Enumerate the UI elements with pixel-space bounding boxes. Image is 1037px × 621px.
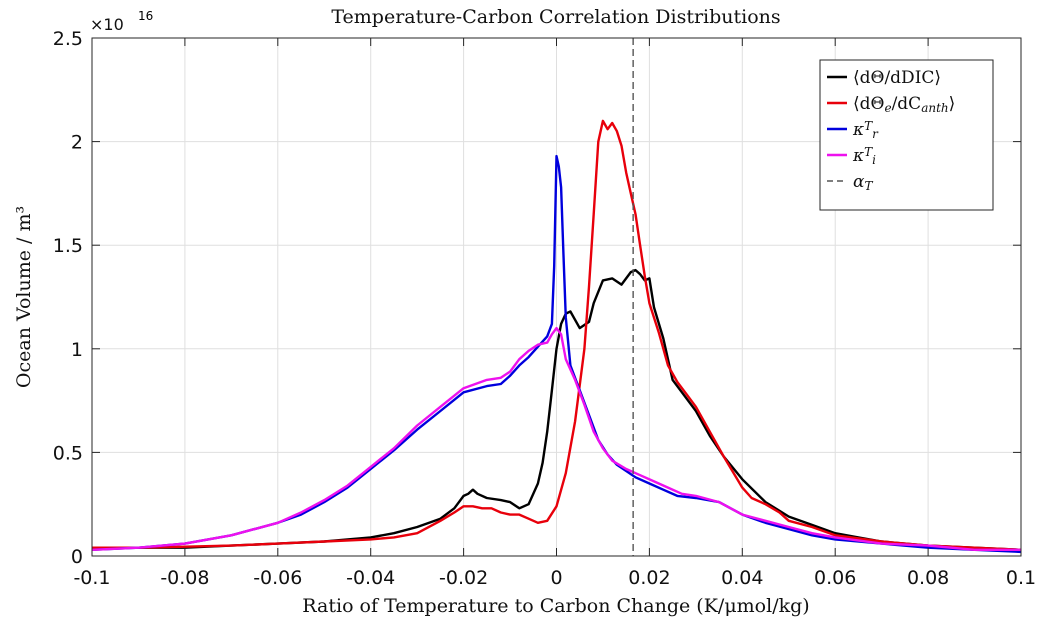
chart-title: Temperature-Carbon Correlation Distribut… <box>331 6 780 28</box>
legend-label-4: αT <box>853 172 873 193</box>
y-axis-multiplier: ×10 16 <box>90 9 153 34</box>
y-multiplier-base: ×10 <box>90 15 124 34</box>
x-tick-label: 0.08 <box>907 567 949 589</box>
x-axis-label: Ratio of Temperature to Carbon Change (K… <box>302 595 809 617</box>
series-line-1 <box>92 119 1022 551</box>
y-tick-label: 2 <box>71 132 83 154</box>
x-tick-label: -0.02 <box>439 567 488 589</box>
axes: -0.1 -0.08 -0.06 -0.04 -0.02 0 0.02 0.04 0.06 0.0… <box>53 28 1036 589</box>
x-tick-label: -0.08 <box>160 567 209 589</box>
y-axis-label: Ocean Volume / m³ <box>13 206 35 388</box>
series-line-3 <box>91 326 1021 551</box>
x-tick-label: 0.1 <box>1006 567 1036 589</box>
x-tick-label: 0 <box>550 567 562 589</box>
series-line-0 <box>92 268 1022 551</box>
y-tick-label: 0.5 <box>53 442 83 464</box>
x-tick-label: -0.06 <box>253 567 302 589</box>
y-tick-label: 1 <box>71 339 83 361</box>
y-multiplier-exponent: 16 <box>138 9 153 23</box>
y-tick-label: 0 <box>71 546 83 568</box>
series-lines <box>91 38 1022 556</box>
legend-box <box>819 59 994 211</box>
y-tick-label: 1.5 <box>53 235 83 257</box>
axes-box <box>91 37 1022 557</box>
x-tick-label: 0.02 <box>628 567 670 589</box>
x-tick-label: 0.04 <box>721 567 763 589</box>
legend-label-2: κTr <box>852 119 879 141</box>
y-tick-label: 2.5 <box>53 28 83 50</box>
legend: ⟨dΘ/dDIC⟩ ⟨dΘe/dCanth⟩ κTr κTi αT <box>819 59 994 211</box>
x-tick-label: -0.04 <box>346 567 395 589</box>
x-tick-label: 0.06 <box>814 567 856 589</box>
legend-label-0: ⟨dΘ/dDIC⟩ <box>853 68 941 88</box>
x-tick-label: -0.1 <box>73 567 110 589</box>
legend-label-1: ⟨dΘe/dCanth⟩ <box>853 94 955 115</box>
legend-label-3: κTi <box>852 145 876 167</box>
